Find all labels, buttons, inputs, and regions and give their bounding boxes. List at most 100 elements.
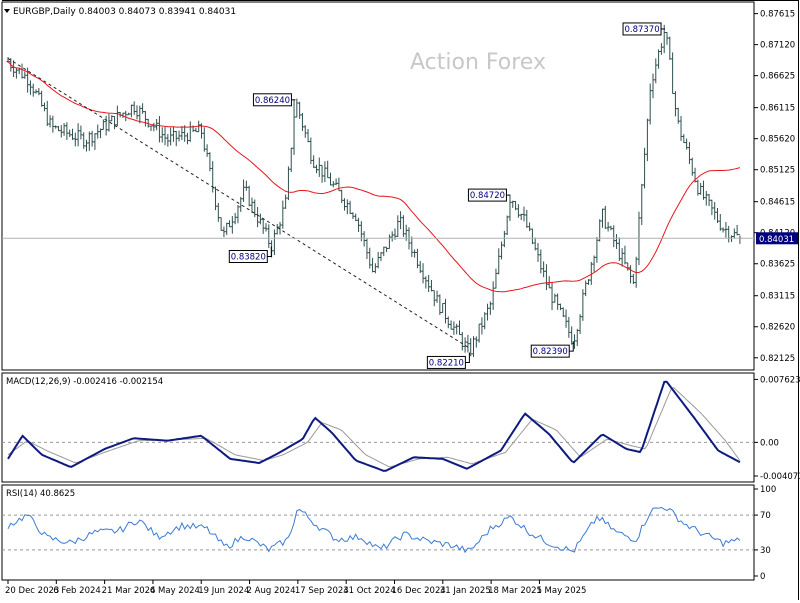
ohlc-bar [93, 133, 97, 150]
ohlc-bar [595, 237, 599, 263]
ohlc-bar [242, 179, 246, 202]
price-y-tick-label: 0.82125 [760, 354, 795, 364]
ohlc-bar [135, 105, 139, 120]
ohlc-bar [281, 200, 285, 229]
ohlc-bar [609, 225, 613, 231]
ohlc-bar [247, 185, 251, 207]
ohlc-bar [516, 204, 520, 218]
ohlc-bar [267, 224, 271, 249]
ohlc-bar [665, 32, 669, 45]
ohlc-bar [79, 125, 83, 140]
ohlc-bar [586, 279, 590, 285]
ohlc-bar [141, 103, 145, 114]
ohlc-bar [292, 99, 296, 155]
ohlc-bar [620, 248, 624, 267]
ohlc-bar [463, 337, 467, 353]
ohlc-bar [480, 317, 484, 335]
ohlc-bar [371, 257, 375, 273]
ohlc-bar [615, 234, 619, 249]
ohlc-bar [340, 189, 344, 203]
ohlc-bar [286, 166, 290, 201]
ohlc-bar [70, 128, 74, 140]
annotation-leader [569, 341, 574, 352]
ohlc-bar [460, 331, 464, 351]
ohlc-bar [449, 320, 453, 330]
ohlc-bar [205, 144, 209, 157]
ohlc-bar [250, 197, 254, 214]
ohlc-bar [474, 336, 478, 348]
ohlc-bar [149, 125, 153, 131]
ohlc-bar [334, 178, 338, 186]
price-y-tick-label: 0.82620 [760, 323, 795, 333]
ohlc-bar [185, 132, 189, 145]
ohlc-bar [239, 196, 243, 212]
ohlc-bar [699, 182, 703, 195]
ohlc-bar [68, 129, 72, 137]
ohlc-bar [166, 134, 170, 147]
ohlc-bar [525, 209, 529, 228]
ohlc-bar [59, 125, 63, 138]
ohlc-bar [129, 104, 133, 118]
ohlc-bar [707, 193, 711, 207]
ohlc-bar [654, 58, 658, 84]
ohlc-bar [659, 43, 663, 55]
ohlc-bar [171, 126, 175, 142]
ohlc-bar [343, 198, 347, 211]
ohlc-bar [629, 265, 633, 284]
ohlc-bar [278, 221, 282, 235]
ohlc-bar [225, 222, 229, 236]
ohlc-bar [214, 186, 218, 211]
price-y-tick-label: 0.87120 [760, 41, 795, 51]
ohlc-bar [662, 24, 666, 54]
annotation-label: 0.82390 [533, 347, 568, 357]
ohlc-bar [289, 147, 293, 173]
x-tick-label: 19 Jun 2024 [198, 586, 249, 596]
ohlc-bar [427, 274, 431, 292]
ohlc-bar [648, 83, 652, 125]
ohlc-bar [216, 202, 220, 222]
x-tick-label: 6 May 2024 [150, 586, 200, 596]
price-annotation: 0.84720 [467, 188, 511, 202]
ohlc-bar [379, 252, 383, 262]
ohlc-bar [645, 118, 649, 162]
ohlc-bar [494, 268, 498, 289]
trendline [7, 57, 470, 349]
ohlc-bar [331, 181, 335, 188]
ohlc-bar [48, 115, 52, 128]
ohlc-bar [157, 115, 161, 143]
ohlc-bar [623, 245, 627, 265]
x-tick-label: 31 Jan 2025 [440, 586, 491, 596]
ohlc-bar [500, 241, 504, 260]
ohlc-bar [701, 180, 705, 200]
ohlc-bar [323, 161, 327, 183]
ohlc-bar [244, 180, 248, 191]
rsi-panel [1, 484, 755, 581]
macd-label: MACD(12,26,9) -0.002416 -0.002154 [6, 377, 163, 387]
ohlc-bar [497, 248, 501, 275]
ohlc-bar [328, 172, 332, 186]
ohlc-bar [303, 125, 307, 138]
menu-triangle-icon[interactable] [4, 9, 10, 13]
ohlc-bar [724, 221, 728, 238]
annotation-label: 0.86240 [255, 96, 290, 106]
ohlc-bar [101, 119, 105, 130]
rsi-y-tick-label: 100 [760, 485, 776, 495]
ohlc-bar [589, 261, 593, 285]
ohlc-bar [544, 264, 548, 291]
ohlc-bar [435, 290, 439, 303]
x-tick-label: 16 Dec 2024 [391, 586, 445, 596]
ohlc-bar [373, 263, 377, 274]
ohlc-bar [284, 194, 288, 209]
watermark-text: Action Forex [410, 50, 546, 75]
symbol-header: EURGBP,Daily 0.84003 0.84073 0.83941 0.8… [13, 7, 236, 17]
ohlc-bar [715, 207, 719, 223]
annotation-label: 0.83820 [231, 252, 266, 262]
ohlc-bar [617, 237, 621, 261]
ohlc-bar [696, 179, 700, 196]
ohlc-bar [14, 67, 18, 79]
annotation-box [426, 355, 466, 369]
price-y-tick-label: 0.83625 [760, 260, 795, 270]
ohlc-bar [163, 126, 167, 146]
ohlc-bar [477, 323, 481, 343]
